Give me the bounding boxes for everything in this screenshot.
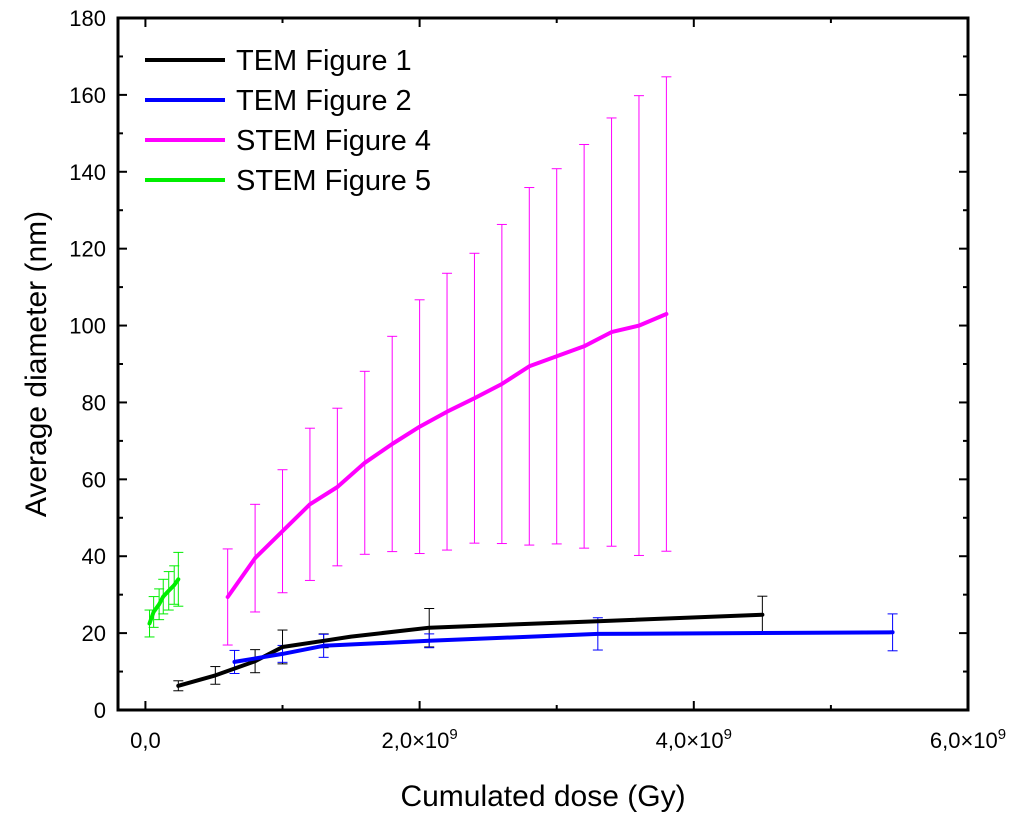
legend-item-stem-figure-5: STEM Figure 5 [145,165,431,197]
legend-label: TEM Figure 1 [236,45,412,77]
y-tick-label: 100 [69,314,106,339]
x-axis-title: Cumulated dose (Gy) [400,780,685,813]
legend-label: STEM Figure 4 [236,125,431,157]
y-tick-label: 160 [69,83,106,108]
y-tick-label: 140 [69,160,106,185]
y-tick-label: 20 [82,621,106,646]
y-tick-label: 60 [82,467,106,492]
x-tick-label: 2,0×109 [381,726,457,753]
plot-frame [116,16,970,712]
legend-item-tem-figure-2: TEM Figure 2 [145,85,412,117]
legend: TEM Figure 1 TEM Figure 2 STEM Figure 4 STE… [145,45,431,197]
legend-item-stem-figure-4: STEM Figure 4 [145,125,431,157]
legend-item-tem-figure-1: TEM Figure 1 [145,45,412,77]
legend-label: STEM Figure 5 [236,165,431,197]
stem-figure-5-line [147,577,181,626]
y-tick-label: 80 [82,390,106,415]
tem-figure-2-line [232,630,895,664]
x-tick-label: 4,0×109 [656,726,732,753]
y-tick-label: 40 [82,544,106,569]
legend-label: TEM Figure 2 [236,85,412,117]
axis-ticks-layer: 0 20 40 60 80 100 120 140 160 180 0,0 2,0×109 4,0×10… [69,6,1006,753]
series-lines-layer [147,312,895,688]
x-tick-label: 0,0 [130,728,161,753]
stem-figure-4-line [225,312,669,599]
y-axis-title: Average diameter (nm) [20,211,53,517]
x-tick-label: 6,0×109 [930,726,1006,753]
y-tick-label: 180 [69,6,106,31]
y-tick-label: 120 [69,237,106,262]
tem-figure-1-line [176,612,765,688]
y-tick-label: 0 [94,698,106,723]
